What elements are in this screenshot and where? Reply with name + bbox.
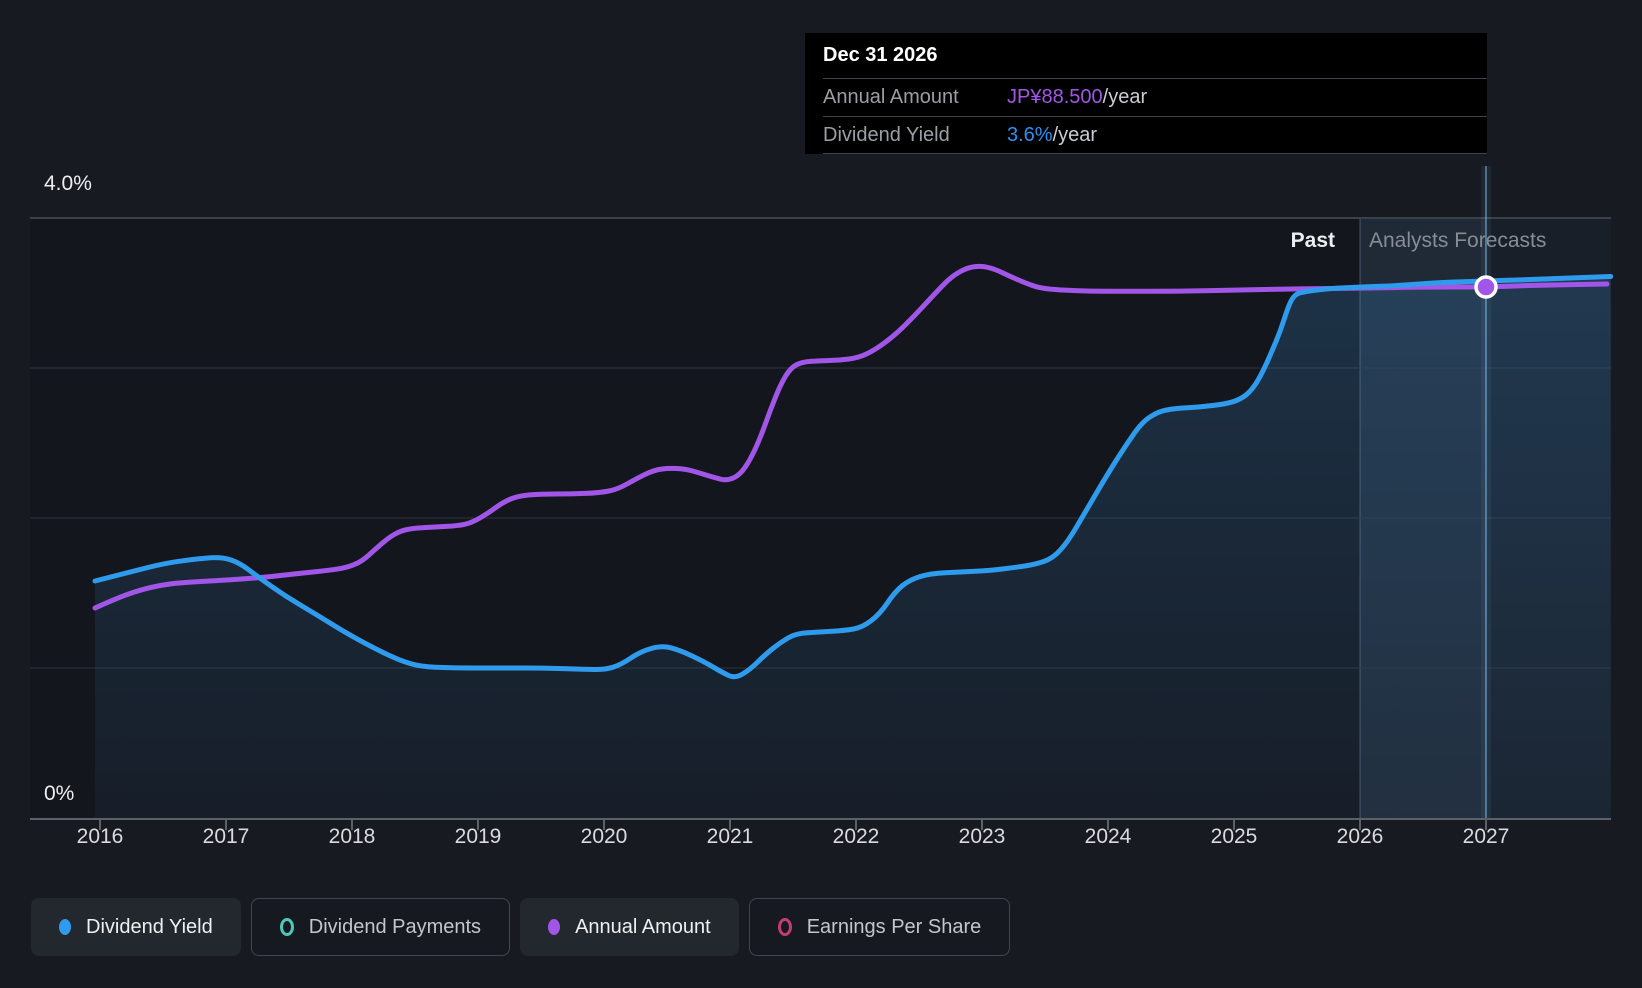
legend-item-annual-amount[interactable]: Annual Amount — [520, 898, 739, 956]
legend-label: Annual Amount — [575, 915, 711, 938]
dividend-payments-dot-icon — [279, 918, 294, 936]
y-axis-label-zero: 0% — [44, 782, 75, 805]
hover-marker — [1474, 275, 1498, 299]
x-tick-label-2022: 2022 — [832, 825, 880, 848]
analysts-forecasts-label: Analysts Forecasts — [1369, 229, 1547, 252]
past-label: Past — [1290, 229, 1335, 252]
annual-amount-line — [92, 263, 1610, 611]
x-tick-label-2021: 2021 — [706, 825, 754, 848]
legend-label: Earnings Per Share — [806, 915, 982, 938]
tooltip-row-suffix: /year — [1102, 86, 1148, 108]
tooltip-row-value: 3.6% — [1007, 123, 1053, 146]
dividend-yield-line — [92, 274, 1614, 680]
legend-item-dividend-payments[interactable]: Dividend Payments — [250, 898, 511, 956]
x-tick-label-2020: 2020 — [580, 825, 628, 848]
tooltip-row-dividend-yield: Dividend Yield 3.6% /year — [823, 116, 1487, 154]
x-tick-label-2018: 2018 — [328, 825, 376, 848]
x-tick-label-2025: 2025 — [1210, 825, 1258, 848]
tooltip-row-suffix: /year — [1052, 123, 1098, 146]
tooltip-row-label: Dividend Yield — [823, 123, 950, 146]
tooltip-row-annual-amount: Annual Amount JP¥88.500 /year — [823, 78, 1487, 116]
legend-item-dividend-yield[interactable]: Dividend Yield — [31, 898, 241, 956]
x-tick-label-2016: 2016 — [76, 825, 124, 848]
x-tick-label-2017: 2017 — [202, 825, 250, 848]
earnings-per-share-dot-icon — [777, 918, 792, 936]
legend: Dividend Yield Dividend Payments Annual Am… — [31, 898, 1011, 956]
annual-amount-dot-icon — [548, 919, 561, 935]
x-tick-label-2026: 2026 — [1336, 825, 1384, 848]
x-tick-label-2019: 2019 — [454, 825, 502, 848]
tooltip-title: Dec 31 2026 — [823, 44, 938, 66]
dividend-yield-dot-icon — [59, 919, 71, 935]
x-tick-label-2023: 2023 — [958, 825, 1006, 848]
x-tick-label-2024: 2024 — [1084, 825, 1132, 848]
y-axis-label-top: 4.0% — [44, 172, 92, 195]
legend-label: Dividend Payments — [308, 915, 482, 938]
tooltip-row-label: Annual Amount — [823, 86, 959, 108]
legend-item-earnings-per-share[interactable]: Earnings Per Share — [748, 898, 1011, 956]
dividend-yield-area — [95, 276, 1611, 818]
legend-label: Dividend Yield — [86, 915, 213, 938]
x-tick-label-2027: 2027 — [1462, 825, 1510, 848]
tooltip: Dec 31 2026 Annual Amount JP¥88.500 /yea… — [805, 33, 1487, 154]
tooltip-row-value: JP¥88.500 — [1007, 86, 1103, 108]
